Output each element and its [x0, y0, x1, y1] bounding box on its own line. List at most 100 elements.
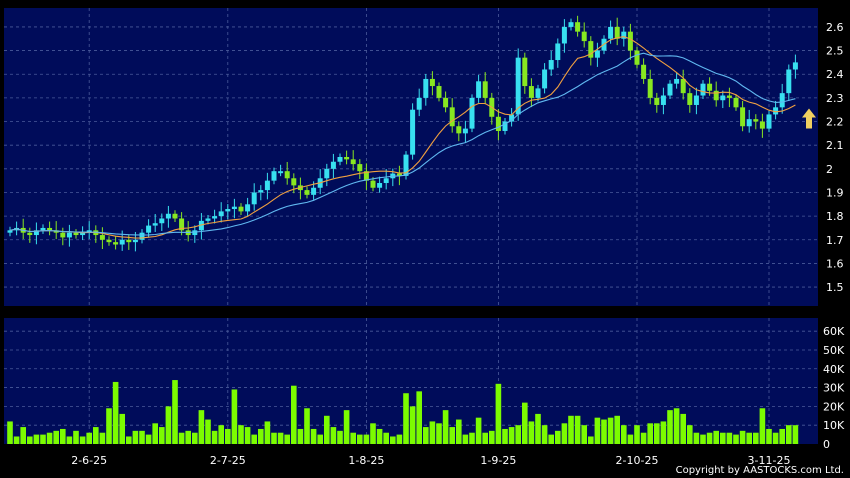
volume-bar — [205, 419, 211, 444]
candle-body — [53, 230, 59, 233]
candle-body — [271, 171, 277, 181]
volume-bar — [119, 413, 125, 444]
volume-bar — [145, 434, 152, 444]
candle-body — [720, 95, 726, 101]
date-tick-label: 2-6-25 — [71, 454, 107, 467]
volume-bar — [489, 430, 495, 444]
candle-body — [383, 178, 389, 184]
volume-bar — [436, 423, 442, 444]
volume-bar — [178, 432, 185, 444]
volume-bar — [396, 434, 403, 444]
volume-bar — [409, 406, 416, 444]
volume-bar — [574, 415, 581, 444]
volume-bar — [231, 389, 238, 444]
volume-bar — [462, 434, 469, 444]
volume-bars — [7, 380, 799, 444]
candle-body — [509, 114, 515, 122]
volume-bar — [634, 425, 640, 444]
candle-body — [627, 31, 633, 51]
volume-bar — [258, 428, 264, 444]
volume-bar — [475, 417, 482, 444]
candle-body — [476, 81, 482, 98]
moving-average-short-line — [9, 36, 796, 239]
volume-bar — [713, 430, 719, 444]
volume-bar — [310, 428, 317, 444]
moving-average-lines — [9, 36, 796, 239]
candle-body — [73, 232, 79, 236]
candle-body — [588, 41, 594, 58]
candle-body — [773, 107, 779, 115]
volume-bar — [370, 423, 376, 444]
candle-body — [47, 227, 53, 231]
price-tick-label: 2.5 — [826, 45, 844, 58]
volume-bar — [238, 425, 244, 444]
candle-body — [766, 114, 772, 129]
volume-bar — [363, 434, 370, 444]
volume-bar — [284, 434, 290, 444]
volume-bar — [568, 415, 574, 444]
volume-bar — [482, 432, 488, 444]
volume-bar — [739, 430, 746, 444]
volume-bar — [594, 417, 601, 444]
candle-body — [7, 230, 13, 233]
volume-bar — [46, 432, 53, 444]
candle-body — [377, 183, 383, 188]
candle-body — [502, 121, 508, 131]
volume-bar — [502, 428, 508, 444]
candle-body — [469, 97, 475, 129]
volume-bar — [198, 410, 205, 444]
candle-body — [146, 225, 152, 233]
volume-bar — [60, 428, 66, 444]
candle-body — [443, 97, 449, 108]
volume-bar — [66, 436, 73, 444]
volume-bar — [779, 428, 785, 444]
candle-body — [687, 93, 693, 105]
candle-body — [245, 204, 251, 212]
volume-bar — [192, 432, 198, 444]
volume-bar — [706, 432, 713, 444]
price-tick-label: 1.5 — [826, 281, 844, 294]
volume-bar — [515, 425, 521, 444]
volume-bar — [759, 408, 766, 444]
candle-body — [139, 232, 145, 240]
candle-body — [707, 83, 713, 91]
volume-bar — [271, 432, 277, 444]
candle-body — [740, 107, 746, 127]
price-tick-label: 2 — [826, 163, 833, 176]
volume-bar — [79, 436, 86, 444]
volume-bar — [139, 430, 145, 444]
candle-body — [80, 232, 86, 236]
candle-body — [172, 213, 178, 219]
candle-body — [165, 213, 171, 219]
date-tick-label: 1-9-25 — [480, 454, 516, 467]
volume-bar — [291, 385, 297, 444]
volume-bar — [693, 432, 700, 444]
price-panel — [4, 8, 818, 306]
candle-body — [680, 78, 686, 94]
candle-body — [396, 173, 402, 176]
candle-body — [337, 157, 343, 162]
copyright-notice: Copyright by AASTOCKS.com Ltd. — [675, 465, 844, 476]
candle-body — [179, 218, 185, 231]
candle-body — [548, 60, 554, 70]
volume-bar — [561, 423, 568, 444]
volume-bar — [673, 408, 680, 444]
candle-body — [693, 95, 699, 105]
volume-bar — [376, 428, 383, 444]
volume-bar — [700, 434, 706, 444]
candle-body — [225, 209, 231, 212]
volume-bar — [152, 423, 158, 444]
volume-bar — [627, 434, 634, 444]
volume-bar — [304, 408, 310, 444]
volume-bar — [350, 432, 356, 444]
grid-lines — [4, 8, 818, 444]
volume-bar — [449, 427, 455, 444]
volume-tick-label: 60K — [823, 325, 845, 338]
volume-bar — [429, 421, 436, 444]
date-tick-label: 1-8-25 — [348, 454, 384, 467]
candle-body — [278, 171, 284, 174]
volume-bar — [528, 421, 535, 444]
candle-body — [733, 97, 739, 108]
candle-body — [753, 119, 759, 122]
candle-body — [647, 78, 653, 98]
